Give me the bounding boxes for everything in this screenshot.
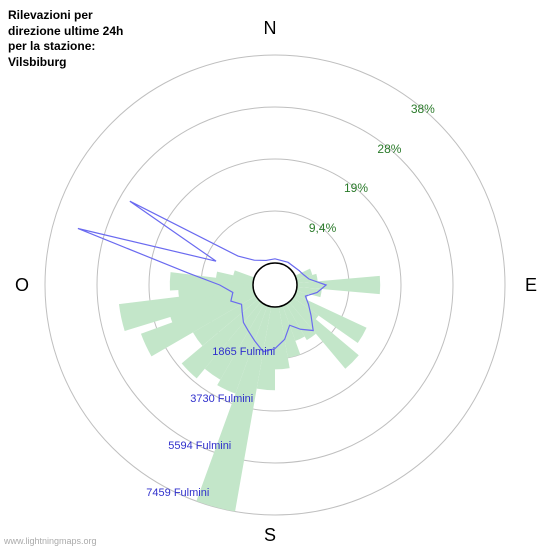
cardinal-o: O xyxy=(15,275,29,296)
cardinal-n: N xyxy=(264,18,277,39)
cardinal-e: E xyxy=(525,275,537,296)
ring-pct-label: 9,4% xyxy=(309,221,336,235)
ring-pct-label: 28% xyxy=(377,142,401,156)
ring-fulmini-label: 3730 Fulmini xyxy=(190,393,253,405)
ring-fulmini-label: 5594 Fulmini xyxy=(168,440,231,452)
ring-pct-label: 19% xyxy=(344,181,368,195)
polar-chart xyxy=(0,0,550,550)
cardinal-s: S xyxy=(264,525,276,546)
ring-fulmini-label: 7459 Fulmini xyxy=(146,487,209,499)
ring-fulmini-label: 1865 Fulmini xyxy=(212,346,275,358)
footer-credit: www.lightningmaps.org xyxy=(4,536,97,546)
ring-pct-label: 38% xyxy=(411,102,435,116)
